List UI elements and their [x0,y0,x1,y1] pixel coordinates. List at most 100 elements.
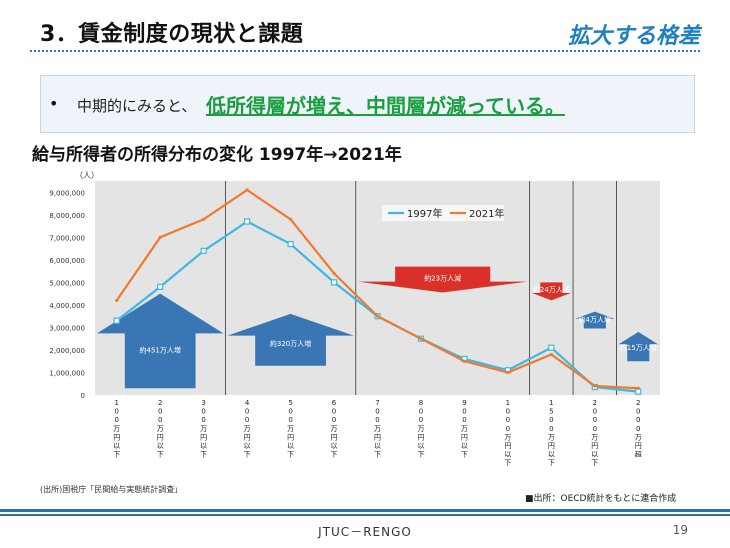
data-point [375,314,380,318]
x-tick-label: 下 [548,459,555,467]
x-tick-label: 0 [506,416,510,424]
x-tick-label: 0 [593,416,597,424]
x-tick-label: 0 [158,408,162,416]
data-point [245,188,249,192]
x-tick-label: 以 [113,442,120,450]
annotation-label: 約451万人増 [140,346,181,355]
x-tick-label: 0 [114,408,118,416]
data-point [202,217,206,221]
x-tick-label: 円 [244,433,251,441]
x-tick-label: 円 [113,433,120,441]
y-tick-label: 0 [81,392,85,400]
x-tick-label: 8 [419,399,423,407]
x-tick-label: 以 [331,442,338,450]
x-tick-label: 0 [636,416,640,424]
x-tick-label: 以 [287,442,294,450]
x-tick-label: 以 [548,451,555,459]
x-tick-label: 万 [157,425,164,433]
x-tick-label: 万 [417,425,424,433]
x-tick-label: 円 [374,433,381,441]
x-tick-label: 0 [158,416,162,424]
y-tick-label: 5,000,000 [49,279,85,287]
x-tick-label: 超 [635,450,642,459]
x-tick-label: 以 [244,442,251,450]
bullet-lead-text: 中期的にみると、 [77,97,197,115]
x-tick-label: 7 [375,399,379,407]
data-point [330,279,338,286]
x-tick-label: 下 [287,451,294,459]
x-tick-label: 円 [548,442,555,450]
x-tick-label: 以 [504,451,511,459]
x-tick-label: 0 [462,416,466,424]
x-tick-label: 1 [506,399,510,407]
x-tick-label: 円 [461,433,468,441]
page-number: 19 [672,523,688,537]
x-tick-label: 0 [549,416,553,424]
data-point [158,235,162,239]
x-tick-label: 下 [417,451,424,459]
x-tick-label: 0 [332,408,336,416]
x-tick-label: 下 [331,451,338,459]
annotation-label: 約4万人増 [579,315,611,324]
x-tick-label: 0 [593,425,597,433]
x-tick-label: 下 [504,459,511,467]
x-tick-label: 以 [374,442,381,450]
x-tick-label: 3 [201,399,205,407]
annotation-arrow [97,293,224,389]
y-tick-label: 6,000,000 [49,257,85,265]
x-tick-label: 以 [157,442,164,450]
key-message-box: • 中期的にみると、 低所得層が増え、中間層が減っている。 [40,75,695,133]
x-tick-label: 下 [374,451,381,459]
x-tick-label: 万 [287,425,294,433]
annotation-arrow [575,311,615,329]
x-tick-label: 1 [114,399,118,407]
data-point [635,388,642,395]
x-tick-label: 0 [114,416,118,424]
x-tick-label: 万 [244,425,251,433]
annotation-label: 約15万人増 [620,343,657,352]
data-point [200,247,207,254]
annotation-label: 約320万人増 [270,339,311,348]
annotation-arrow [618,331,658,362]
footer-divider-thin [0,514,730,516]
data-point [157,283,164,290]
data-point [548,344,555,351]
x-tick-label: 以 [591,451,598,459]
x-tick-label: 0 [462,408,466,416]
income-distribution-chart: （人） 0 1,000,000 2,000,000 3,000,000 4,000,000… [49,171,660,467]
data-point [549,352,553,357]
x-tick-label: 以 [417,442,424,450]
y-tick-label: 1,000,000 [49,369,85,377]
data-point [636,386,640,390]
x-tick-label: 0 [245,416,249,424]
x-tick-label: 0 [288,408,292,416]
x-tick-label: 4 [245,399,250,407]
x-tick-label: 下 [591,459,598,467]
data-point [288,217,293,221]
annotation-arrow [227,313,354,366]
y-tick-label: 8,000,000 [49,212,85,220]
y-tick-label: 4,000,000 [49,302,85,310]
x-tick-label: 9 [462,399,466,407]
x-tick-label: 5 [288,399,292,407]
x-tick-label: 0 [375,416,379,424]
x-tick-label: 以 [200,442,207,450]
data-point [593,384,597,388]
x-tick-label: 1 [549,399,553,407]
x-tick-label: 6 [332,399,337,407]
x-tick-label: 万 [374,425,381,433]
x-tick-label: 万 [548,433,555,441]
slide-tag: 拡大する格差 [567,24,700,49]
data-point [506,370,510,375]
x-tick-label: 下 [244,451,251,459]
data-point [462,359,467,363]
x-tick-label: 0 [549,425,553,433]
y-tick-label: 3,000,000 [49,324,85,332]
x-tick-label: 円 [200,433,207,441]
x-tick-label: 円 [504,442,511,450]
footer-divider [0,509,730,512]
x-tick-label: 5 [549,408,553,416]
x-tick-label: 0 [506,425,510,433]
x-tick-label: 0 [245,408,249,416]
annotation-arrow [531,282,572,301]
